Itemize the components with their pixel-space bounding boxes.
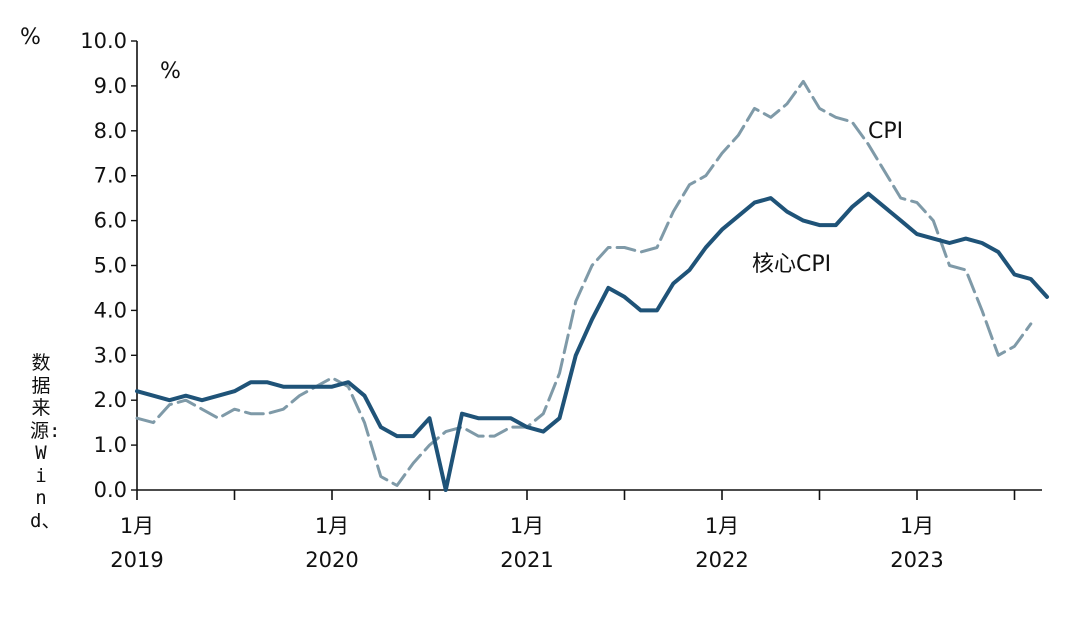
series-layer xyxy=(135,79,1049,492)
x-tick-label-year: 2023 xyxy=(890,548,943,572)
x-tick-label-year: 2022 xyxy=(695,548,748,572)
series-line-core-cpi xyxy=(135,191,1049,492)
y-tick-label: 8.0 xyxy=(94,119,127,143)
y-tick-label: 9.0 xyxy=(94,74,127,98)
y-tick-label: 4.0 xyxy=(94,298,127,322)
y-tick-label: 1.0 xyxy=(94,433,127,457)
x-tick-label-month: 1月 xyxy=(315,514,349,538)
x-tick-label-month: 1月 xyxy=(510,514,544,538)
y-tick-label: 10.0 xyxy=(80,29,127,53)
x-tick-label-year: 2021 xyxy=(500,548,553,572)
axes: 0.0 1.0 2.0 3.0 4.0 5.0 6.0 7.0 8.0 9.0 10.0 1月 2019… xyxy=(80,29,1042,572)
series-line-cpi xyxy=(135,79,1033,487)
y-tick-label: 2.0 xyxy=(94,388,127,412)
y-axis-unit-label: % xyxy=(20,25,41,50)
x-tick-label-month: 1月 xyxy=(120,514,154,538)
y-tick-label: 0.0 xyxy=(94,478,127,502)
y-tick-label: 6.0 xyxy=(94,209,127,233)
x-tick-label-year: 2019 xyxy=(110,548,163,572)
series-label-core-cpi: 核心CPI xyxy=(752,252,831,277)
source-note: 数据来源:Wind、 xyxy=(30,352,61,532)
plot-unit-label: % xyxy=(160,59,181,84)
series-label-cpi: CPI xyxy=(868,119,903,144)
x-tick-label-year: 2020 xyxy=(305,548,358,572)
y-tick-label: 5.0 xyxy=(94,254,127,278)
y-tick-label: 3.0 xyxy=(94,343,127,367)
x-tick-label-month: 1月 xyxy=(900,514,934,538)
y-tick-label: 7.0 xyxy=(94,164,127,188)
x-tick-label-month: 1月 xyxy=(705,514,739,538)
